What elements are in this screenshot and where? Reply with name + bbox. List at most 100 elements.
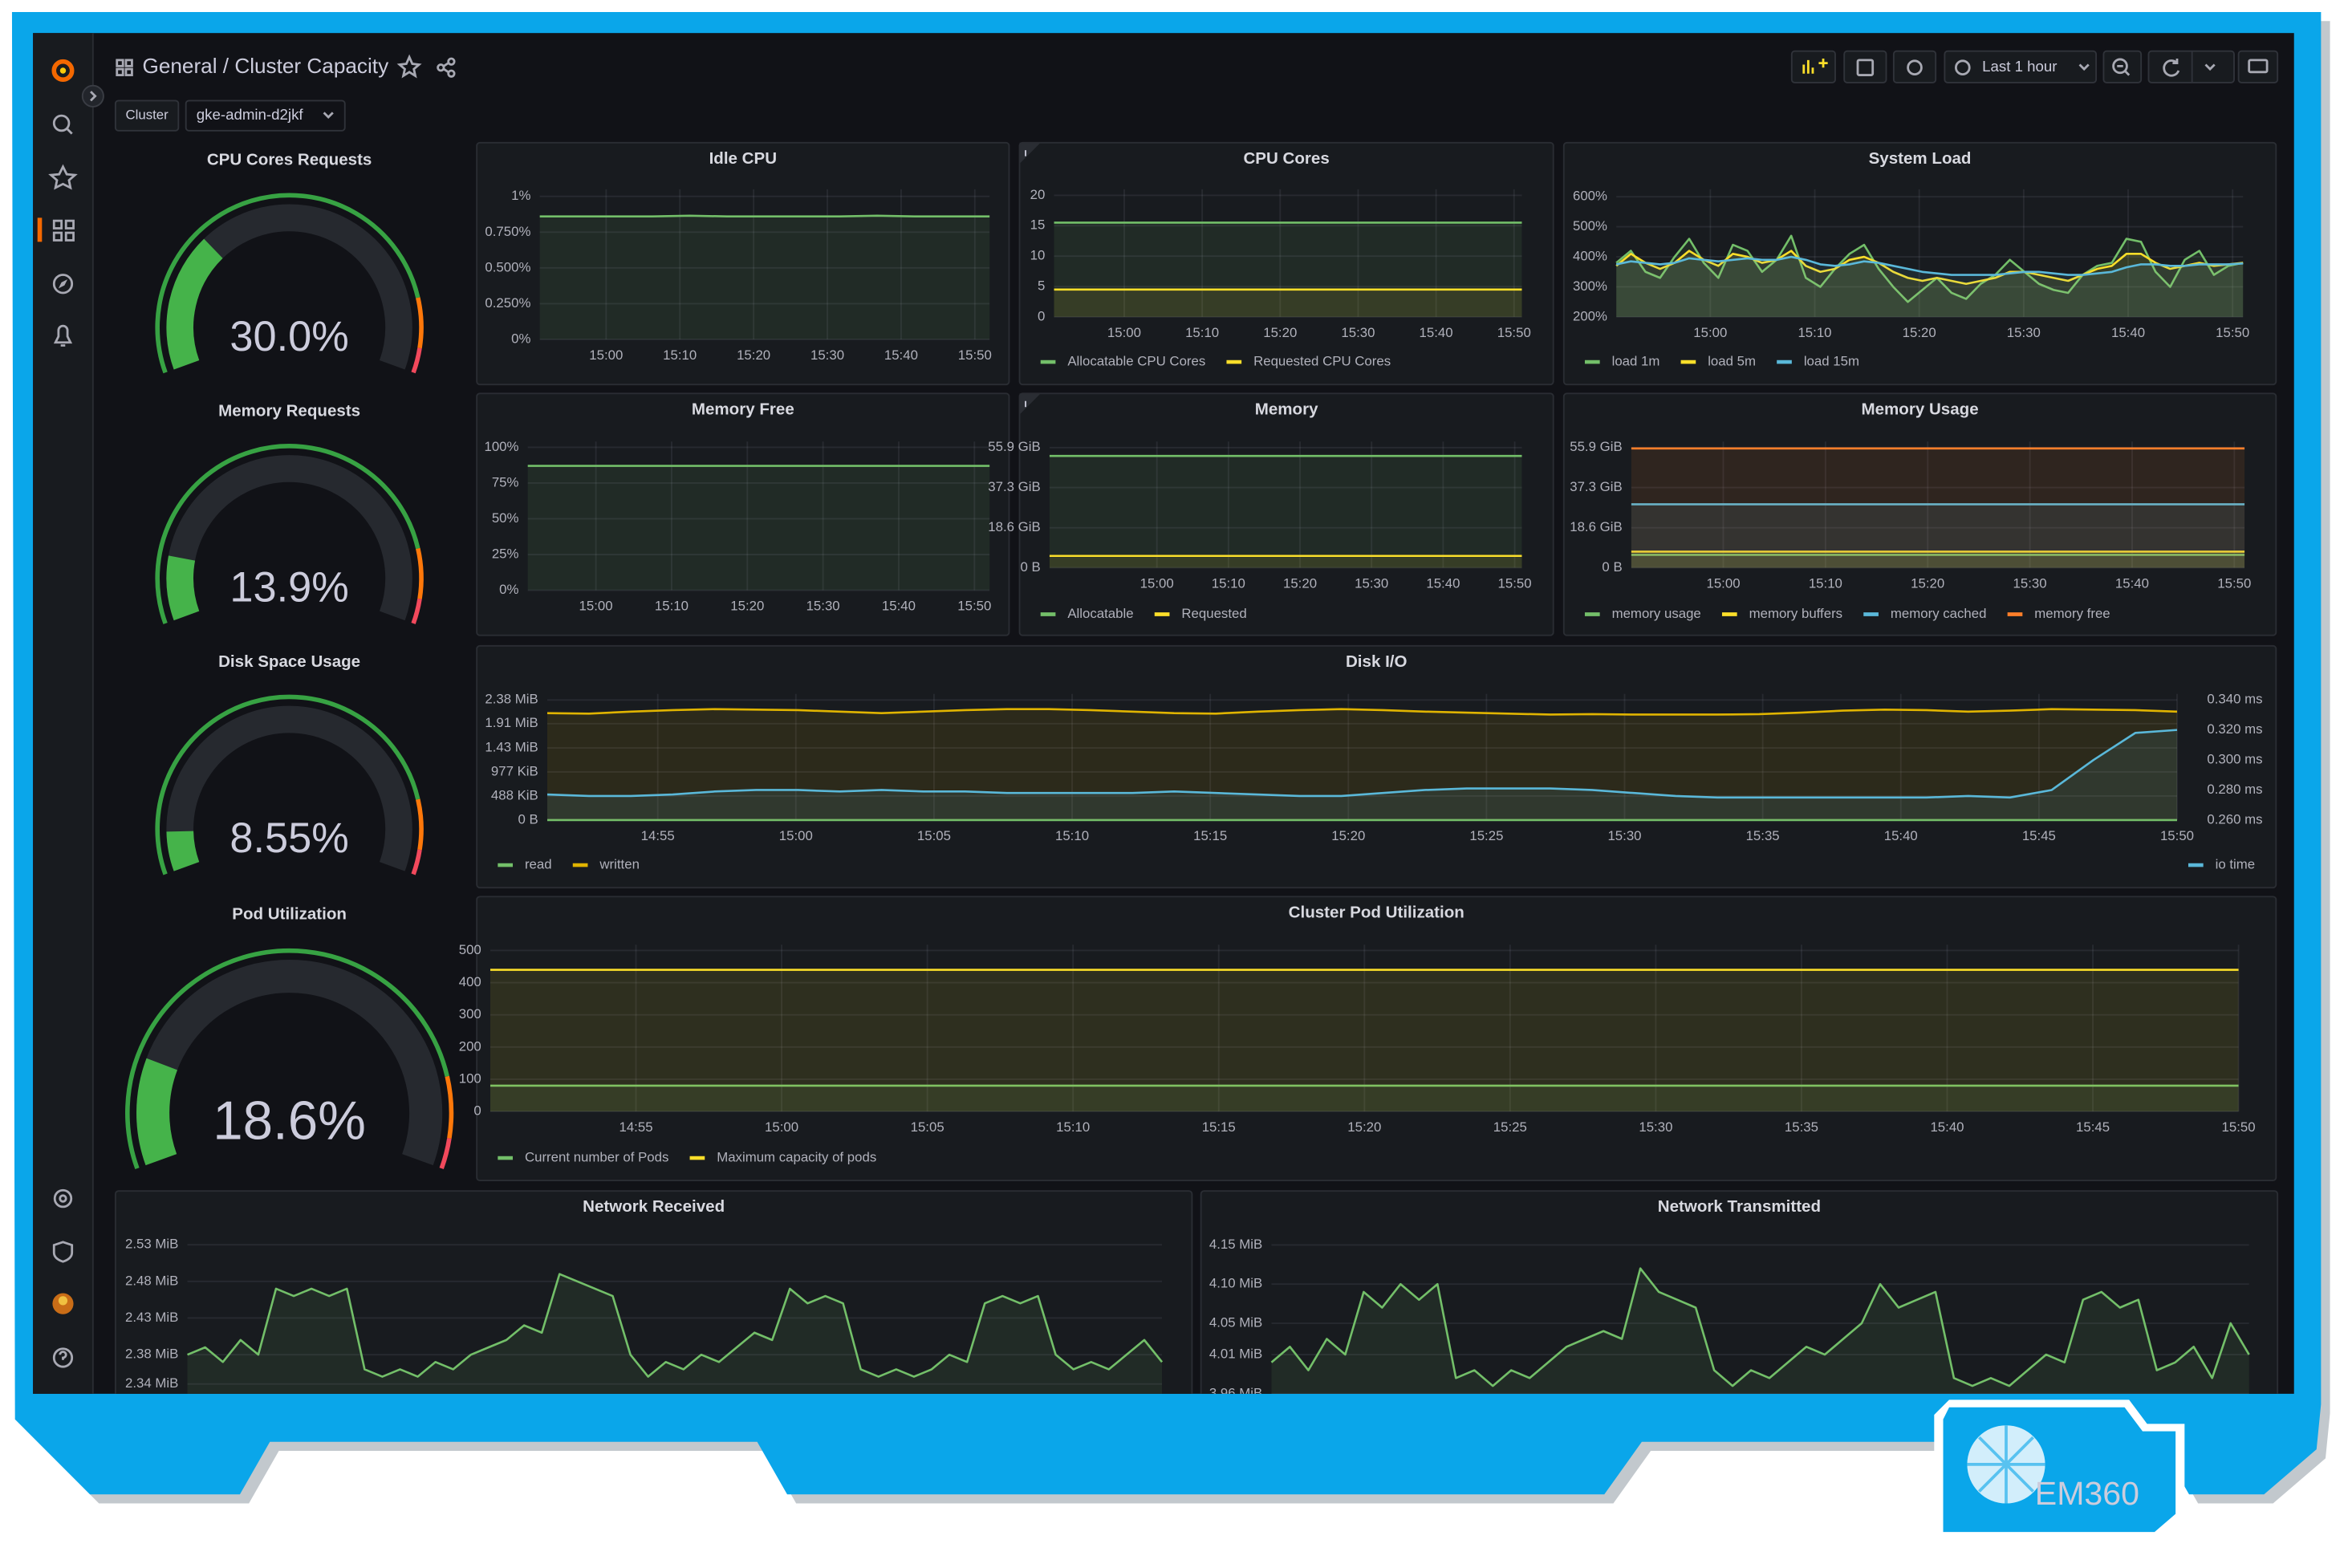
legend-label: Current number of Pods <box>525 1149 668 1164</box>
y-tick-label: 0 B <box>518 811 538 827</box>
x-tick-label: 15:00 <box>1140 576 1174 591</box>
x-tick-label: 15:15 <box>1202 1119 1236 1135</box>
gauge-threshold <box>411 849 422 875</box>
x-tick-label: 15:30 <box>1341 325 1375 340</box>
x-tick-label: 15:40 <box>1420 325 1453 340</box>
y-tick-label: 50% <box>492 510 519 526</box>
y-tick-label: 37.3 GiB <box>988 479 1040 494</box>
y-tick-label: 0.500% <box>485 259 530 274</box>
y-tick-label: 25% <box>492 546 519 561</box>
y-tick-label: 2.48 MiB <box>125 1273 178 1288</box>
grafana-logo[interactable] <box>51 59 75 83</box>
x-tick-label: 15:25 <box>1469 828 1503 843</box>
help-icon[interactable] <box>52 1347 74 1368</box>
share-button[interactable] <box>437 57 456 78</box>
x-tick-label: 15:05 <box>917 828 951 843</box>
x-tick-label: 15:30 <box>1355 576 1388 591</box>
gauge-track <box>166 455 412 621</box>
gauge-threshold <box>416 297 424 349</box>
tv-mode-button[interactable] <box>2237 50 2279 83</box>
explore-icon[interactable] <box>52 274 74 295</box>
panel-title: Network Received <box>583 1197 725 1216</box>
gauge-value-arc <box>136 1058 178 1166</box>
y-tick-label: 5 <box>1038 278 1045 293</box>
save-button[interactable] <box>1843 50 1887 83</box>
y-tick-label: 100% <box>484 439 518 454</box>
x-tick-label: 15:00 <box>1107 325 1141 340</box>
y-tick-label: 0.750% <box>485 224 530 239</box>
series-area <box>490 969 2239 1112</box>
variable-label: Cluster <box>125 108 169 123</box>
x-tick-label: 15:50 <box>2160 828 2194 843</box>
y-tick-label: 55.9 GiB <box>1570 439 1622 454</box>
star-button[interactable] <box>396 54 422 79</box>
panel-frame <box>1562 141 2277 386</box>
y-tick-label: 0 B <box>1602 559 1622 575</box>
panel-title: Cluster Pod Utilization <box>1289 903 1464 921</box>
y-tick-label: 300% <box>1573 278 1607 294</box>
panel: Idle CPU 0% 0.250% 0.500% 0.750% 1% 15:00 15:10… <box>476 141 1010 386</box>
x-tick-label: 15:50 <box>2222 1119 2256 1135</box>
breadcrumb[interactable]: General / Cluster Capacity <box>143 54 390 78</box>
alerting-icon[interactable] <box>53 324 73 347</box>
legend-label: Allocatable CPU Cores <box>1067 354 1205 369</box>
starred-icon[interactable] <box>48 164 78 190</box>
dashboards-grid-icon <box>116 59 133 76</box>
x-tick-label: 15:30 <box>2007 325 2041 340</box>
gauge-threshold <box>411 598 422 624</box>
series-area <box>1616 257 2244 317</box>
variable-label-box <box>114 100 180 132</box>
y-tick-label: 55.9 GiB <box>988 439 1040 454</box>
admin-icon[interactable] <box>52 1241 74 1263</box>
x-tick-label: 15:15 <box>1193 828 1227 843</box>
gauge-title: Disk Space Usage <box>218 652 360 671</box>
legend-label: Allocatable <box>1067 606 1133 621</box>
x-tick-label: 15:00 <box>1693 325 1727 340</box>
panel: Network Transmitted 3.96 MiB 4.01 MiB 4.05 … <box>1200 1190 2279 1400</box>
time-picker[interactable] <box>1944 50 2098 83</box>
series-area <box>1054 222 1522 317</box>
gauge-value: 8.55% <box>230 815 348 862</box>
legend-label: io time <box>2216 857 2256 872</box>
panel: Network Received 2.34 MiB 2.38 MiB 2.43 MiB… <box>114 1190 1193 1394</box>
series-area <box>1616 250 2244 317</box>
x-tick-label: 15:05 <box>911 1119 944 1135</box>
profile-avatar[interactable] <box>52 1293 74 1314</box>
x-tick-label: 15:35 <box>1785 1119 1818 1135</box>
expand-toggle[interactable] <box>81 84 104 108</box>
y-tick-label: 0 <box>473 1103 481 1118</box>
x-tick-label: 15:20 <box>1347 1119 1381 1135</box>
variable-select[interactable] <box>185 100 346 132</box>
dashboards-icon[interactable] <box>52 219 75 242</box>
y2-tick-label: 0.320 ms <box>2207 721 2262 737</box>
gauge-value: 13.9% <box>230 564 348 611</box>
x-tick-label: 15:20 <box>1283 576 1317 591</box>
config-icon[interactable] <box>53 1188 73 1208</box>
y-tick-label: 3.96 MiB <box>1209 1385 1262 1400</box>
legend-label: load 1m <box>1612 354 1660 369</box>
y-tick-label: 2.34 MiB <box>125 1375 178 1391</box>
x-tick-label: 15:40 <box>1884 828 1918 843</box>
search-icon[interactable] <box>52 114 73 135</box>
brand-name: EM360 <box>2035 1475 2139 1512</box>
refresh-caret[interactable] <box>2204 63 2216 71</box>
panel: Memory Usage 0 B 18.6 GiB 37.3 GiB 55.9 GiB 1… <box>1562 392 2277 636</box>
series-area <box>1271 1268 2249 1394</box>
y-tick-label: 75% <box>492 474 519 489</box>
panel-title: CPU Cores <box>1243 149 1329 168</box>
y-tick-label: 0% <box>511 331 530 346</box>
panel: Memory 0 B 18.6 GiB 37.3 GiB 55.9 GiB 15:00 15… <box>988 392 1554 636</box>
gauge-title: Memory Requests <box>218 401 360 420</box>
y2-tick-label: 0.260 ms <box>2207 811 2262 827</box>
panel-title: Disk I/O <box>1346 652 1408 671</box>
series-area <box>1054 289 1522 317</box>
gauge-title: CPU Cores Requests <box>207 151 372 169</box>
series-line <box>1270 1267 2250 1387</box>
y-tick-label: 300 <box>459 1006 481 1022</box>
series-line <box>1615 250 2244 286</box>
x-tick-label: 15:40 <box>2115 576 2149 591</box>
settings-button[interactable] <box>1892 50 1937 83</box>
panel-title: System Load <box>1869 149 1972 168</box>
add-panel-button[interactable] <box>1790 50 1836 83</box>
y-tick-label: 400 <box>459 974 481 989</box>
